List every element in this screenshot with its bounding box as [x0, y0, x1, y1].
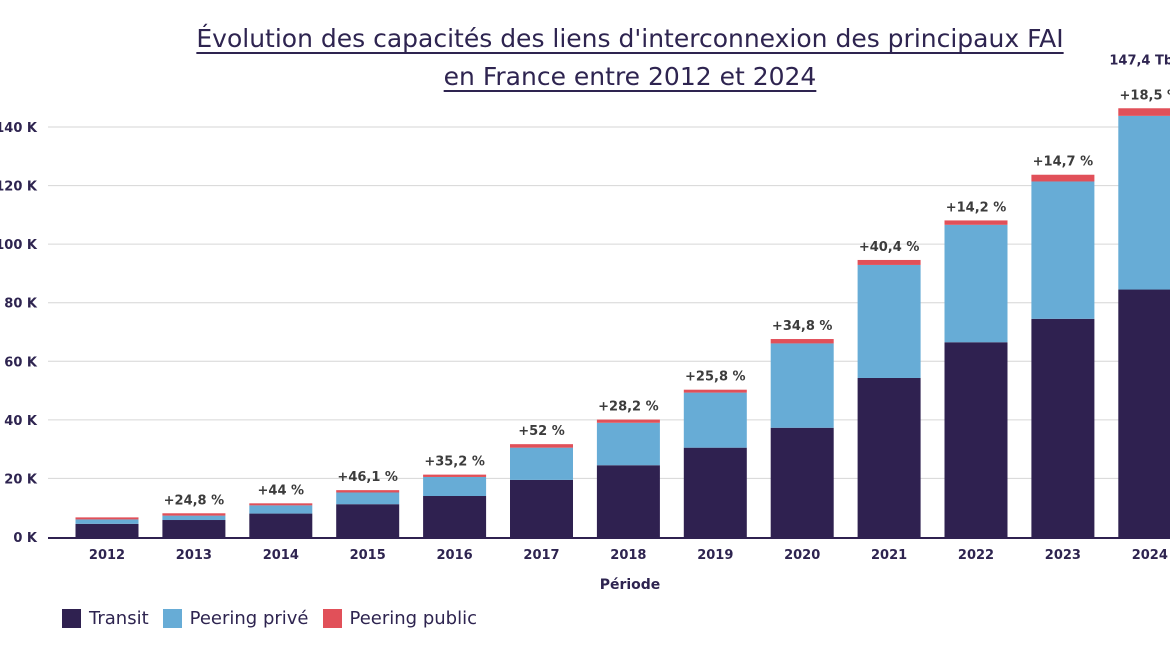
bar-2013-peering-prive: [162, 515, 226, 521]
x-tick-label-2024: 2024: [1132, 548, 1168, 563]
growth-label-2013: +24,8 %: [164, 493, 225, 508]
x-tick-label-2017: 2017: [523, 548, 559, 563]
y-tick-label-80: 80 K: [4, 297, 38, 312]
bar-2024-peering-public: [1118, 108, 1170, 116]
total-label-2024: 147,4 Tbps: [1109, 53, 1170, 68]
x-tick-label-2023: 2023: [1045, 548, 1081, 563]
x-tick-label-2018: 2018: [610, 548, 646, 563]
bar-2016-peering-public: [423, 474, 487, 477]
bar-2023-peering-public: [1031, 174, 1095, 182]
bar-2022-transit: [944, 342, 1008, 537]
bar-2014-peering-public: [249, 503, 313, 506]
y-tick-label-140: 140 K: [0, 121, 38, 136]
growth-label-2023: +14,7 %: [1033, 155, 1094, 170]
bar-2013-transit: [162, 520, 226, 537]
bar-2021-peering-prive: [857, 264, 921, 378]
y-tick-label-20: 20 K: [4, 472, 38, 487]
growth-label-2020: +34,8 %: [772, 319, 833, 334]
growth-label-2015: +46,1 %: [337, 470, 398, 485]
bar-2012-peering-public: [75, 517, 139, 520]
growth-label-2024: +18,5 %: [1120, 88, 1170, 103]
growth-label-2014: +44 %: [258, 483, 305, 498]
bar-2018-peering-public: [596, 419, 660, 423]
bar-2021-transit: [857, 377, 921, 537]
chart-title: Évolution des capacités des liens d'inte…: [60, 20, 1170, 96]
legend-swatch-transit: [62, 609, 81, 628]
bar-2012-transit: [75, 523, 139, 537]
bar-2023-transit: [1031, 318, 1095, 537]
bar-2021-peering-public: [857, 259, 921, 265]
legend-item-peering-prive: Peering privé: [162, 608, 309, 629]
bar-2019-transit: [683, 447, 747, 537]
growth-label-2019: +25,8 %: [685, 370, 746, 385]
growth-label-2018: +28,2 %: [598, 400, 659, 415]
bar-2018-peering-prive: [596, 422, 660, 466]
y-tick-label-100: 100 K: [0, 238, 38, 253]
bar-2017-peering-prive: [510, 447, 573, 480]
bar-2013-peering-public: [162, 513, 226, 516]
bar-2012-peering-prive: [75, 519, 139, 524]
bar-2015-peering-public: [336, 490, 400, 493]
legend-item-transit: Transit: [62, 608, 149, 629]
legend: Transit Peering privé Peering public: [62, 608, 491, 629]
legend-swatch-peering-prive: [162, 609, 182, 628]
bar-2020-peering-prive: [770, 343, 834, 428]
x-tick-label-2015: 2015: [350, 548, 386, 563]
legend-item-peering-public: Peering public: [322, 608, 477, 629]
legend-label-transit: Transit: [89, 608, 149, 629]
bar-2014-peering-prive: [249, 505, 313, 514]
bar-2016-peering-prive: [423, 476, 487, 496]
y-tick-label-120: 120 K: [0, 180, 38, 195]
growth-label-2022: +14,2 %: [946, 200, 1007, 215]
x-tick-label-2022: 2022: [958, 548, 994, 563]
chart-title-line-1: Évolution des capacités des liens d'inte…: [196, 24, 1064, 53]
chart-title-line-2: en France entre 2012 et 2024: [443, 62, 817, 91]
x-tick-label-2012: 2012: [89, 548, 125, 563]
y-tick-label-0: 0 K: [13, 531, 38, 546]
x-tick-label-2020: 2020: [784, 548, 820, 563]
x-tick-label-2021: 2021: [871, 548, 907, 563]
bar-2022-peering-public: [944, 220, 1008, 225]
bar-2019-peering-public: [683, 389, 747, 393]
bar-2018-transit: [596, 465, 660, 537]
bar-2020-transit: [770, 427, 834, 537]
bar-2019-peering-prive: [683, 392, 747, 448]
bar-2017-peering-public: [510, 444, 573, 448]
x-tick-label-2016: 2016: [437, 548, 473, 563]
legend-label-peering-prive: Peering privé: [189, 608, 309, 629]
bar-2024-peering-prive: [1118, 115, 1170, 290]
bar-2017-transit: [510, 479, 573, 537]
bar-2024-transit: [1118, 289, 1170, 537]
bar-2015-peering-prive: [336, 492, 400, 505]
y-tick-label-40: 40 K: [4, 414, 38, 429]
legend-label-peering-public: Peering public: [349, 608, 477, 629]
bar-2014-transit: [249, 513, 313, 537]
x-tick-label-2014: 2014: [263, 548, 299, 563]
y-tick-label-60: 60 K: [4, 355, 38, 370]
legend-swatch-peering-public: [322, 609, 342, 628]
bar-2023-peering-prive: [1031, 181, 1095, 319]
bar-2015-transit: [336, 504, 400, 537]
x-axis-label: Période: [599, 577, 661, 593]
growth-label-2016: +35,2 %: [424, 455, 485, 470]
bar-2016-transit: [423, 496, 487, 537]
growth-label-2021: +40,4 %: [859, 240, 920, 255]
x-tick-label-2019: 2019: [697, 548, 733, 563]
bar-2020-peering-public: [770, 339, 834, 344]
growth-label-2017: +52 %: [518, 424, 565, 439]
bar-2022-peering-prive: [944, 224, 1008, 343]
x-tick-label-2013: 2013: [176, 548, 212, 563]
